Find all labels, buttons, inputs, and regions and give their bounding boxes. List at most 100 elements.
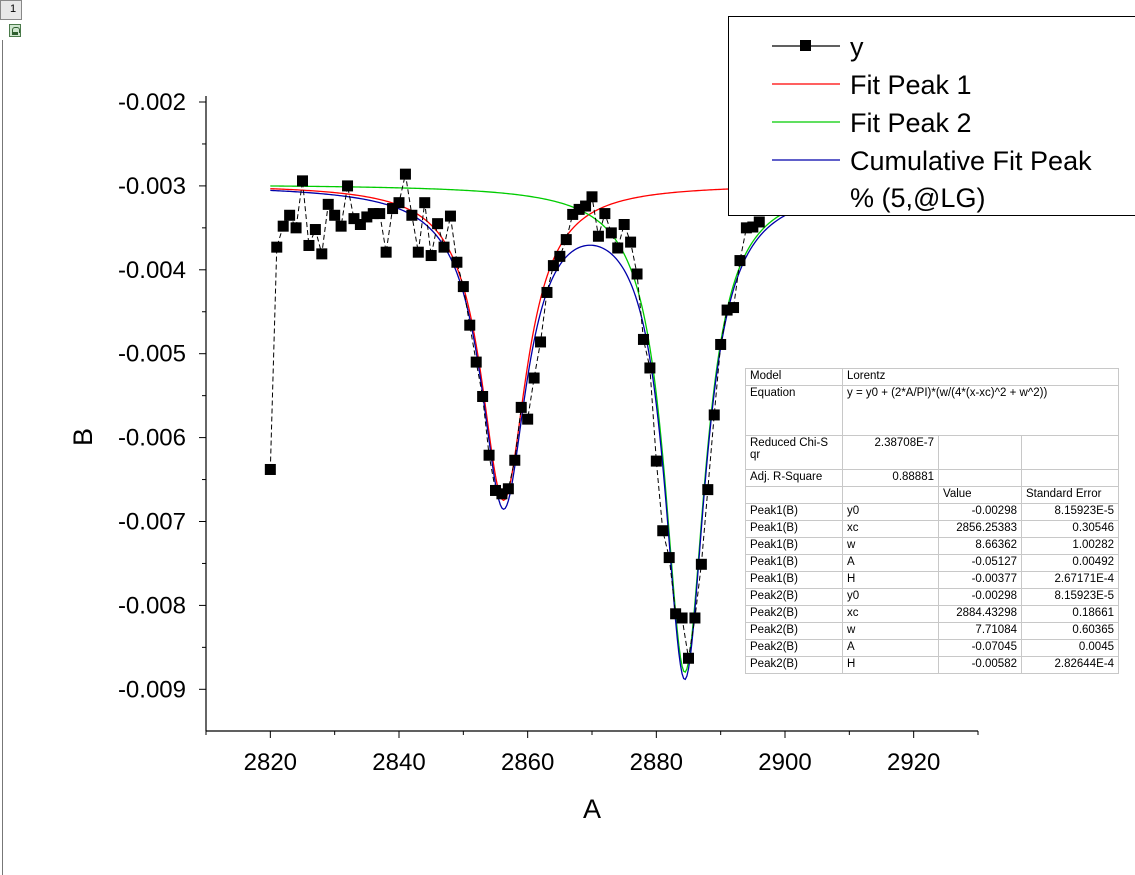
param-peak: Peak1(B) xyxy=(745,537,843,555)
param-error: 8.15923E-5 xyxy=(1021,588,1119,606)
param-error: 0.60365 xyxy=(1021,622,1119,640)
param-value: -0.00298 xyxy=(938,588,1022,606)
chisq-row: Reduced Chi-S qr 2.38708E-7 xyxy=(745,435,1119,470)
param-name: xc xyxy=(842,520,939,538)
data-point xyxy=(515,401,527,413)
data-point xyxy=(676,612,688,624)
data-point xyxy=(451,256,463,268)
param-peak: Peak2(B) xyxy=(745,639,843,657)
y-tick-label: -0.005 xyxy=(118,341,186,368)
table-row: Peak2(B) y0 -0.00298 8.15923E-5 xyxy=(745,588,1119,606)
r2-row: Adj. R-Square 0.88881 xyxy=(745,469,1119,487)
data-point xyxy=(425,250,437,262)
table-row: Peak2(B) A -0.07045 0.0045 xyxy=(745,639,1119,657)
header-row: Value Standard Error xyxy=(745,486,1119,504)
data-point xyxy=(715,338,727,350)
data-point xyxy=(631,268,643,280)
empty-cell xyxy=(938,435,1022,470)
y-tick-label: -0.007 xyxy=(118,509,186,536)
data-point xyxy=(592,230,604,242)
data-point xyxy=(528,372,540,384)
lock-icon[interactable] xyxy=(9,24,21,37)
data-point xyxy=(309,224,321,236)
x-tick-label: 2900 xyxy=(758,749,811,776)
x-tick-label: 2880 xyxy=(630,749,683,776)
data-point xyxy=(753,216,765,228)
equation-label: Equation xyxy=(745,385,843,436)
model-row: Model Lorentz xyxy=(745,368,1119,386)
window-border xyxy=(2,40,3,875)
param-peak: Peak2(B) xyxy=(745,656,843,674)
layer-tab[interactable]: 1 xyxy=(0,0,22,20)
param-value: 2856.25383 xyxy=(938,520,1022,538)
legend-label: Fit Peak 1 xyxy=(850,70,972,100)
data-point xyxy=(361,211,373,223)
y-tick-label: -0.008 xyxy=(118,592,186,619)
param-value: -0.07045 xyxy=(938,639,1022,657)
data-point xyxy=(490,484,501,496)
data-point xyxy=(470,356,482,368)
data-point xyxy=(683,652,694,664)
param-value: 7.71084 xyxy=(938,622,1022,640)
table-row: Peak1(B) A -0.05127 0.00492 xyxy=(745,554,1119,572)
data-point xyxy=(496,488,508,500)
layer-tab-label: 1 xyxy=(10,3,17,15)
param-name: H xyxy=(842,656,939,674)
param-value: 2884.43298 xyxy=(938,605,1022,623)
data-point xyxy=(297,175,308,187)
cumulative-fit-line xyxy=(270,189,818,681)
y-tick-label: -0.009 xyxy=(118,676,186,703)
param-error: 8.15923E-5 xyxy=(1021,503,1119,521)
data-point xyxy=(541,286,553,298)
param-name: w xyxy=(842,622,939,640)
legend: y Fit Peak 1 Fit Peak 2 Cumulative Fit Peak… xyxy=(728,16,1135,216)
empty-cell xyxy=(1021,435,1119,470)
data-point xyxy=(367,208,379,220)
data-point xyxy=(599,208,611,220)
param-error: 0.0045 xyxy=(1021,639,1119,657)
param-error: 0.18661 xyxy=(1021,605,1119,623)
error-column-header: Standard Error xyxy=(1021,486,1119,504)
data-point xyxy=(522,413,534,425)
data-point xyxy=(432,218,444,230)
data-point xyxy=(625,236,637,248)
data-point xyxy=(284,209,296,221)
param-peak: Peak1(B) xyxy=(745,554,843,572)
data-point xyxy=(708,409,720,421)
data-point xyxy=(412,246,424,258)
param-peak: Peak1(B) xyxy=(745,571,843,589)
data-point xyxy=(554,250,566,262)
legend-label: % (5,@LG) xyxy=(850,183,985,213)
param-value: -0.00377 xyxy=(938,571,1022,589)
x-tick-label: 2920 xyxy=(887,749,940,776)
data-point xyxy=(444,210,456,222)
data-point xyxy=(393,197,405,209)
data-point xyxy=(547,260,559,272)
legend-label: Cumulative Fit Peak xyxy=(850,146,1092,176)
data-point xyxy=(618,218,630,230)
table-row: Peak2(B) w 7.71084 0.60365 xyxy=(745,622,1119,640)
chisq-value: 2.38708E-7 xyxy=(842,435,939,470)
table-row: Peak2(B) H -0.00582 2.82644E-4 xyxy=(745,656,1119,674)
data-point xyxy=(374,208,386,220)
legend-label: y xyxy=(850,32,864,62)
x-tick-label: 2820 xyxy=(244,749,297,776)
param-value: -0.00582 xyxy=(938,656,1022,674)
param-value: -0.05127 xyxy=(938,554,1022,572)
r2-value: 0.88881 xyxy=(842,469,939,487)
chisq-label: Reduced Chi-S qr xyxy=(745,435,843,470)
empty-cell xyxy=(1021,469,1119,487)
data-point xyxy=(483,449,495,461)
data-point xyxy=(637,333,649,345)
param-name: A xyxy=(842,554,939,572)
legend-swatch-marker xyxy=(800,40,811,51)
data-point xyxy=(734,255,746,267)
data-point xyxy=(573,203,585,215)
param-error: 0.00492 xyxy=(1021,554,1119,572)
param-peak: Peak1(B) xyxy=(745,503,843,521)
data-point xyxy=(329,209,341,221)
data-point xyxy=(380,246,392,258)
data-point xyxy=(477,390,489,402)
data-point xyxy=(535,336,547,348)
